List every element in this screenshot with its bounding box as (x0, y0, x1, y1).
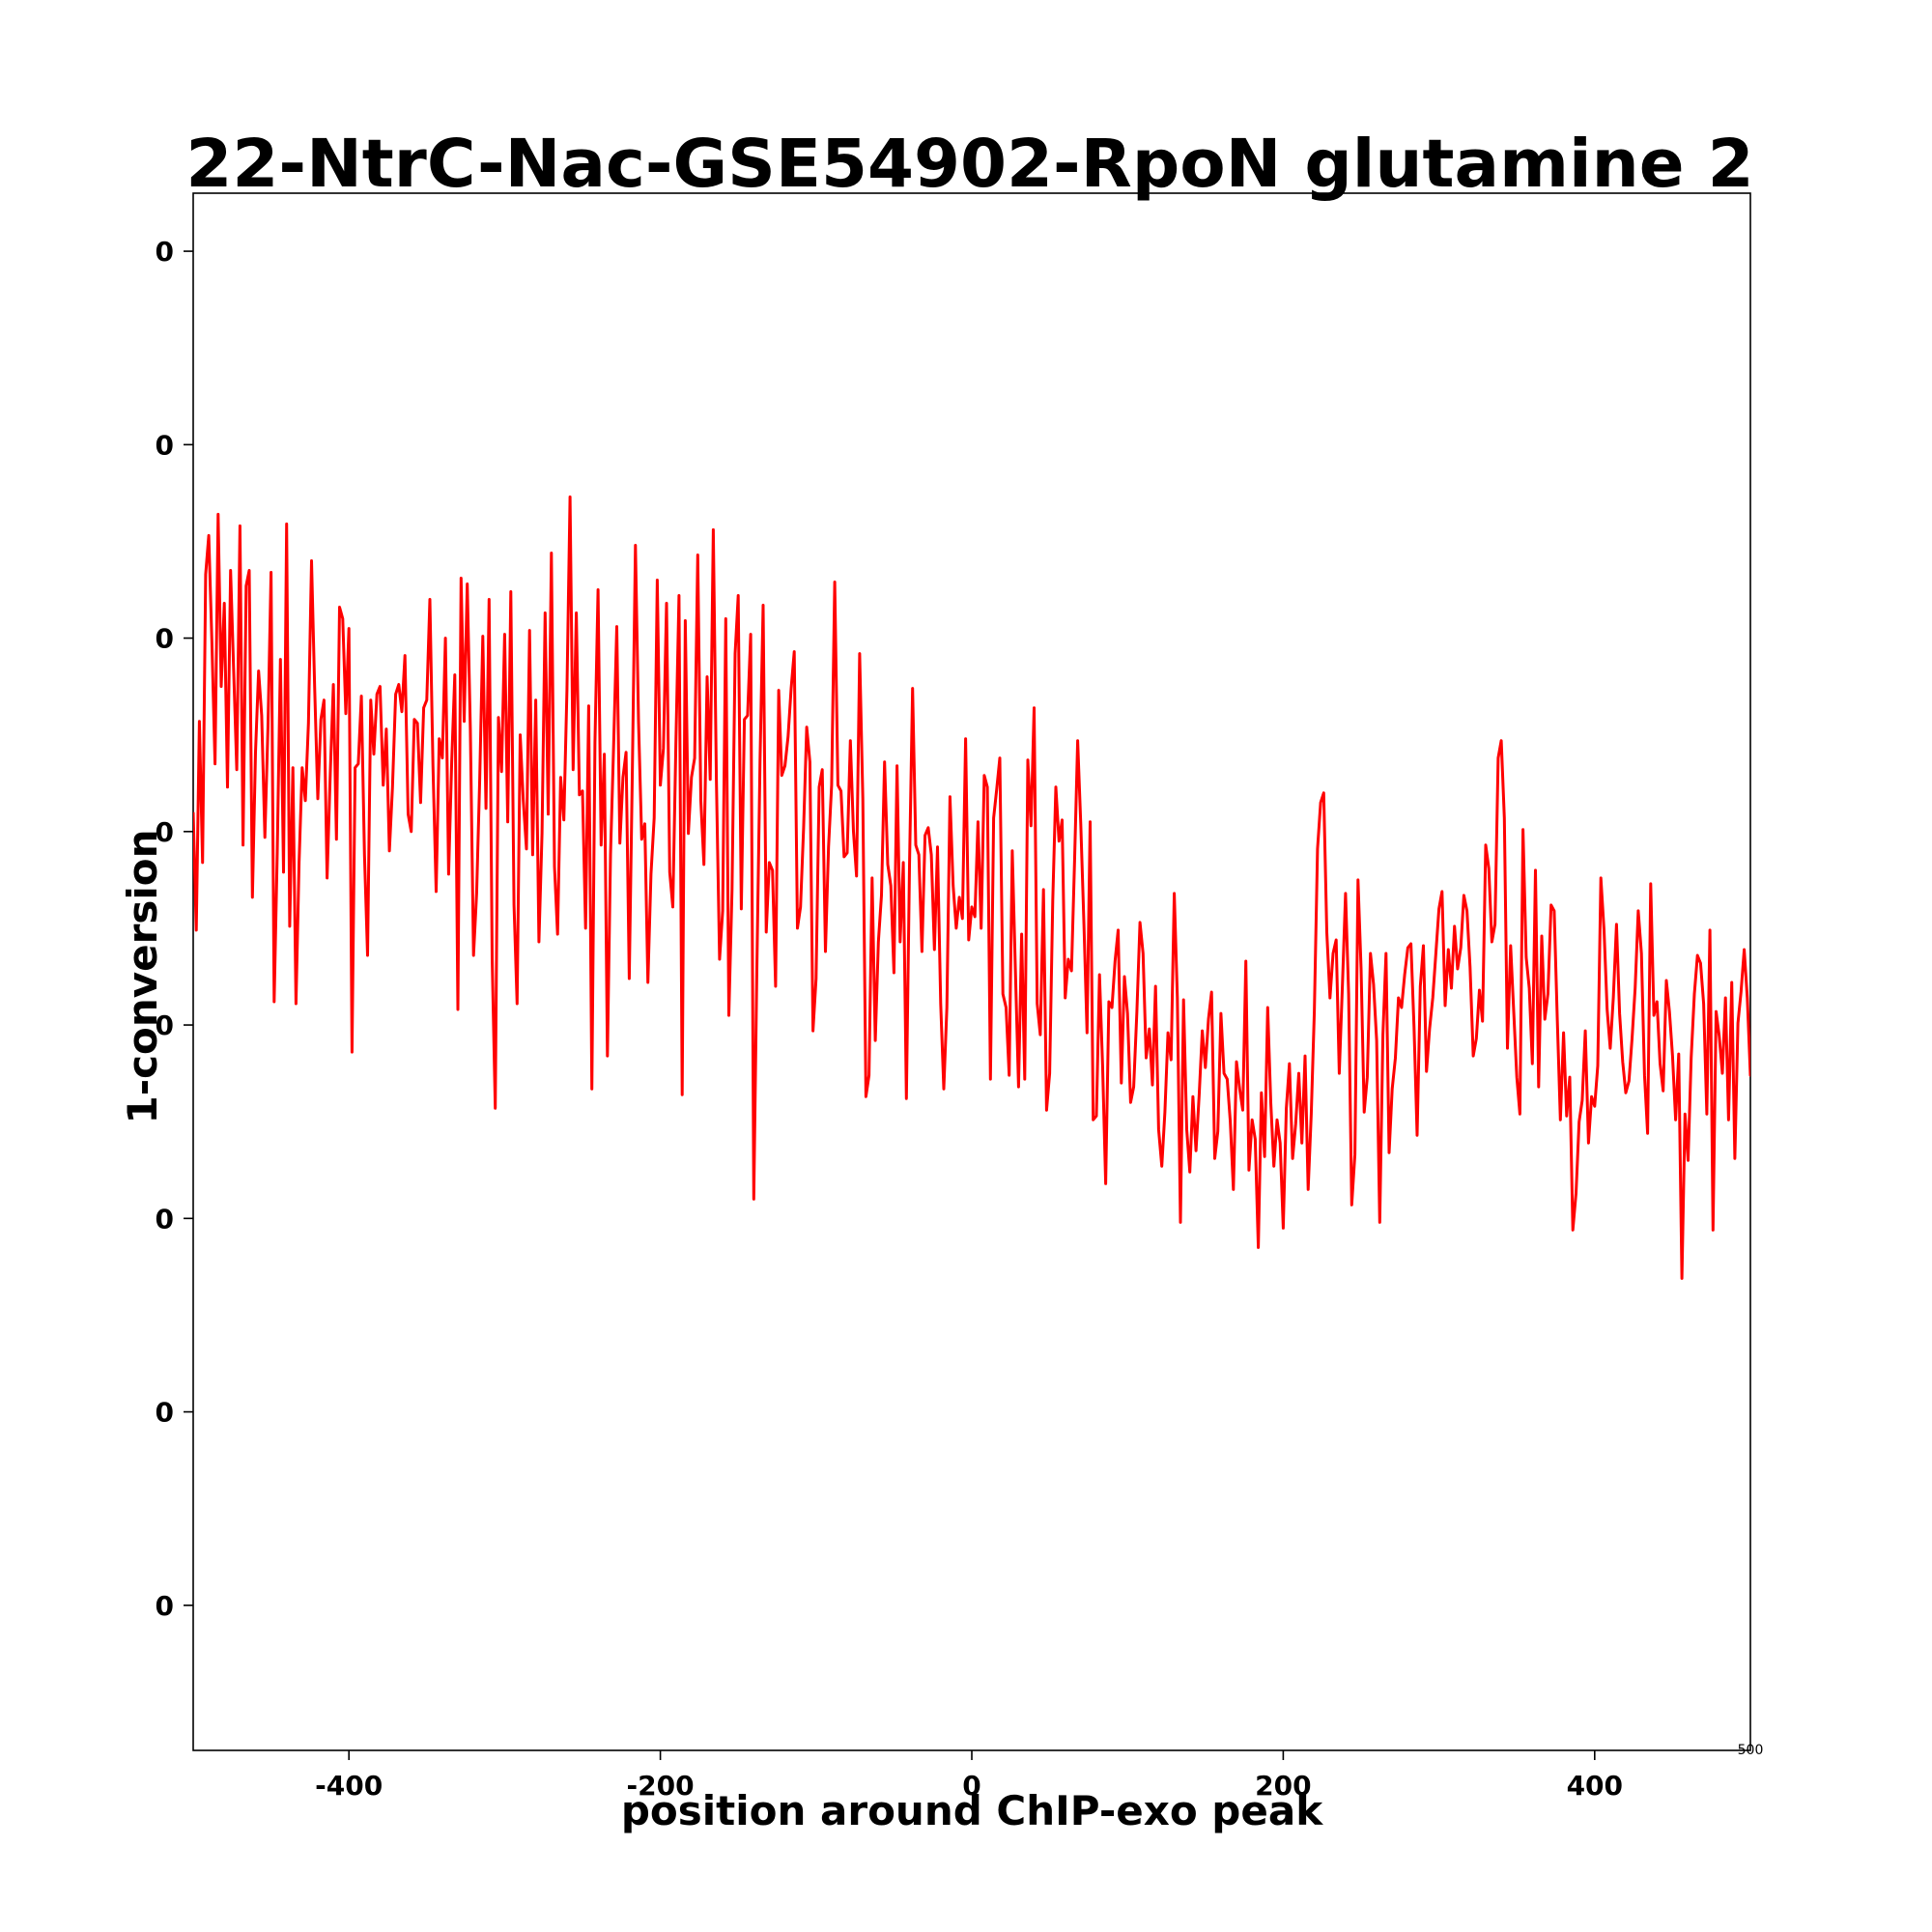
x-axis: -400 -200 0 200 400 500 (315, 1743, 1763, 1802)
x-tick-label: -400 (315, 1770, 383, 1802)
series-line (193, 495, 1750, 1280)
chart-title: 22-NtrC-Nac-GSE54902-RpoN glutamine 2 (185, 126, 1753, 203)
y-tick-label: 0 (156, 1397, 174, 1429)
y-tick-label: 0 (156, 1203, 174, 1235)
y-tick-label: 0 (156, 236, 174, 268)
series-layer (193, 495, 1750, 1280)
y-tick-label: 0 (156, 623, 174, 655)
y-axis-label: 1-conversion (119, 829, 166, 1123)
x-axis-label: position around ChIP-exo peak (621, 1787, 1323, 1834)
plot-frame (192, 192, 1751, 1751)
y-tick-label: 0 (156, 1009, 174, 1041)
x-edge-tick-label: 500 (1738, 1743, 1764, 1758)
y-axis: 0 0 0 0 0 0 0 0 (156, 236, 193, 1622)
x-tick-label: 200 (1255, 1770, 1311, 1802)
plot-area (192, 192, 1751, 1751)
y-tick-label: 0 (156, 816, 174, 848)
y-tick-label: 0 (156, 429, 174, 461)
x-tick-label: 0 (962, 1770, 980, 1802)
x-tick-label: -200 (627, 1770, 695, 1802)
y-tick-label: 0 (156, 1590, 174, 1622)
x-tick-label: 400 (1567, 1770, 1623, 1802)
